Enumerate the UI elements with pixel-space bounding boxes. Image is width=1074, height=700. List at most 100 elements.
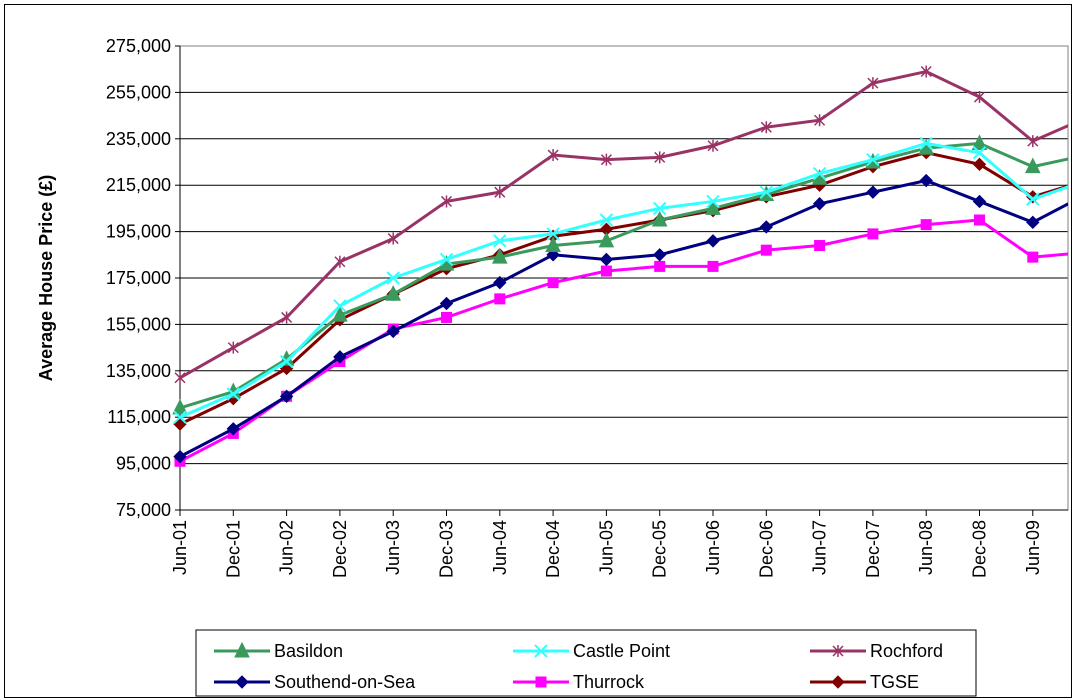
data-point bbox=[971, 134, 988, 150]
x-tick-label: Jun-05 bbox=[596, 520, 616, 575]
y-tick-label: 175,000 bbox=[106, 268, 171, 288]
series-line bbox=[179, 218, 1068, 463]
series-castle-point bbox=[173, 136, 1068, 424]
data-point bbox=[867, 77, 879, 90]
data-point bbox=[547, 277, 559, 289]
y-tick-label: 235,000 bbox=[106, 129, 171, 149]
data-point bbox=[493, 234, 507, 248]
data-point bbox=[652, 201, 667, 216]
series-line bbox=[179, 141, 1068, 410]
data-point bbox=[493, 275, 507, 290]
data-point bbox=[172, 398, 188, 415]
data-point bbox=[226, 422, 241, 436]
series-tgse bbox=[173, 146, 1068, 431]
legend-item: Rochford bbox=[810, 641, 943, 661]
data-point bbox=[654, 260, 666, 272]
data-point bbox=[173, 417, 187, 431]
data-point bbox=[920, 65, 932, 78]
data-point bbox=[494, 186, 506, 199]
x-tick-label: Dec-02 bbox=[330, 520, 350, 578]
legend-item: Southend-on-Sea bbox=[214, 672, 416, 692]
data-point bbox=[654, 151, 666, 164]
legend: Basildon Castle Point Rochford Southend-on-… bbox=[195, 629, 977, 697]
data-point bbox=[546, 227, 560, 241]
data-point bbox=[814, 114, 826, 127]
x-tick-label: Dec-08 bbox=[970, 520, 990, 578]
y-tick-label: 95,000 bbox=[116, 454, 171, 474]
legend-label: Basildon bbox=[274, 641, 343, 661]
data-point bbox=[651, 210, 668, 227]
data-point bbox=[545, 236, 561, 253]
x-tick-label: Dec-07 bbox=[863, 520, 883, 578]
data-point bbox=[547, 149, 559, 162]
data-point bbox=[234, 641, 250, 658]
data-point bbox=[332, 306, 348, 322]
data-point bbox=[1026, 215, 1040, 230]
data-point bbox=[974, 214, 985, 226]
data-point bbox=[279, 389, 294, 404]
y-tick-label: 75,000 bbox=[116, 500, 171, 520]
data-point bbox=[919, 136, 933, 151]
data-point bbox=[919, 173, 933, 188]
data-point bbox=[706, 234, 720, 248]
data-point bbox=[333, 299, 347, 313]
y-tick-label: 195,000 bbox=[106, 222, 171, 242]
chart-frame bbox=[4, 4, 1072, 698]
legend-label: Southend-on-Sea bbox=[274, 672, 416, 692]
x-tick-label: Jun-03 bbox=[383, 520, 403, 575]
data-point bbox=[387, 232, 399, 245]
x-tick-label: Dec-01 bbox=[223, 520, 243, 578]
y-tick-label: 275,000 bbox=[106, 36, 171, 56]
gridlines bbox=[180, 45, 1068, 511]
x-tick-label: Jun-04 bbox=[490, 520, 510, 575]
y-tick-label: 135,000 bbox=[106, 361, 171, 381]
x-tick-label: Jun-08 bbox=[916, 520, 936, 575]
y-axis-ticks: 75,000 95,000 115,000 135,000 155,000 175,000… bbox=[106, 36, 180, 520]
y-tick-label: 215,000 bbox=[106, 175, 171, 195]
data-point bbox=[972, 146, 987, 160]
data-point bbox=[535, 676, 547, 688]
data-point bbox=[599, 252, 614, 267]
legend-label: TGSE bbox=[870, 672, 919, 692]
x-tick-label: Dec-04 bbox=[543, 520, 563, 578]
data-point bbox=[972, 157, 987, 172]
data-point bbox=[600, 153, 612, 166]
data-point bbox=[760, 121, 772, 134]
x-tick-label: Jun-02 bbox=[277, 520, 297, 575]
data-point bbox=[227, 341, 239, 354]
y-tick-label: 115,000 bbox=[107, 407, 171, 427]
data-point bbox=[831, 675, 845, 689]
data-point bbox=[281, 311, 293, 324]
data-point bbox=[386, 324, 400, 339]
series-rochford bbox=[174, 65, 1068, 384]
data-point bbox=[226, 387, 241, 401]
y-axis-label: Average House Price (£) bbox=[36, 175, 56, 381]
data-point bbox=[652, 248, 667, 262]
data-point bbox=[439, 296, 454, 311]
series-layer bbox=[172, 65, 1068, 467]
data-point bbox=[866, 152, 880, 167]
data-point bbox=[867, 228, 879, 240]
x-tick-label: Dec-06 bbox=[756, 520, 776, 578]
series-line bbox=[179, 151, 1068, 426]
x-tick-label: Dec-03 bbox=[437, 520, 457, 578]
data-point bbox=[707, 139, 719, 152]
data-point bbox=[1024, 157, 1041, 174]
data-point bbox=[494, 293, 506, 305]
data-point bbox=[440, 195, 453, 208]
legend-item: Castle Point bbox=[513, 641, 670, 661]
data-point bbox=[1027, 251, 1039, 263]
data-point bbox=[812, 166, 827, 181]
series-line bbox=[179, 69, 1068, 380]
legend-box bbox=[195, 629, 977, 697]
legend-label: Castle Point bbox=[573, 641, 670, 661]
y-tick-label: 155,000 bbox=[106, 314, 171, 334]
data-point bbox=[760, 244, 772, 256]
data-point bbox=[279, 354, 294, 369]
legend-item: Basildon bbox=[214, 641, 343, 661]
data-point bbox=[812, 197, 827, 211]
x-axis-ticks: Jun-01 Dec-01 Jun-02 Dec-02 Jun-03 Dec-03 Jun-… bbox=[170, 510, 1043, 578]
y-tick-label: 255,000 bbox=[106, 82, 171, 102]
data-point bbox=[759, 185, 774, 199]
data-point bbox=[920, 219, 932, 231]
